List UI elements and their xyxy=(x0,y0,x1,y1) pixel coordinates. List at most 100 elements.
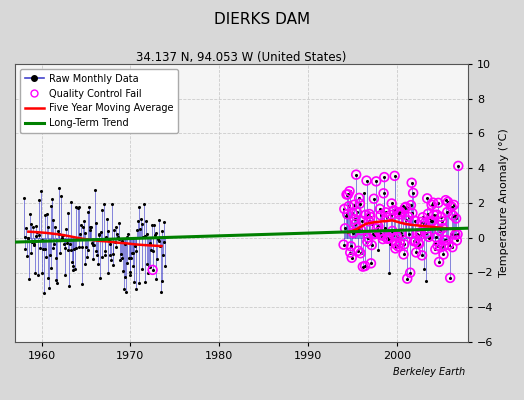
Point xyxy=(356,200,364,207)
Point xyxy=(342,191,351,198)
Point xyxy=(143,260,151,267)
Point xyxy=(155,238,163,244)
Point xyxy=(21,234,29,240)
Point xyxy=(354,248,363,254)
Point xyxy=(451,212,459,218)
Point xyxy=(341,225,350,232)
Point xyxy=(406,270,414,276)
Point xyxy=(52,277,61,284)
Point xyxy=(442,237,451,243)
Point xyxy=(355,195,363,201)
Point xyxy=(149,248,158,254)
Point xyxy=(429,200,438,206)
Point xyxy=(79,224,88,230)
Point xyxy=(441,237,449,244)
Point xyxy=(41,246,50,252)
Point xyxy=(406,270,414,276)
Point xyxy=(434,200,442,206)
Point xyxy=(366,214,375,220)
Point xyxy=(145,263,153,270)
Point xyxy=(367,260,375,266)
Point xyxy=(59,232,67,238)
Point xyxy=(134,203,143,210)
Point xyxy=(409,190,417,196)
Point xyxy=(73,236,81,242)
Point xyxy=(100,200,108,207)
Point xyxy=(77,222,85,228)
Point xyxy=(435,259,443,265)
Point xyxy=(104,270,113,276)
Point xyxy=(439,251,447,258)
Point xyxy=(38,270,47,276)
Point xyxy=(141,233,149,239)
Point xyxy=(53,280,61,286)
Point xyxy=(417,219,425,225)
Point xyxy=(351,221,359,227)
Point xyxy=(117,254,126,261)
Point xyxy=(58,235,67,242)
Point xyxy=(414,240,422,246)
Point xyxy=(135,280,144,286)
Point xyxy=(99,237,107,244)
Point xyxy=(362,178,370,184)
Point xyxy=(342,191,351,198)
Point xyxy=(388,200,396,207)
Point xyxy=(438,218,446,224)
Point xyxy=(358,218,366,224)
Point xyxy=(453,237,461,244)
Point xyxy=(395,211,403,218)
Point xyxy=(75,244,83,250)
Point xyxy=(30,241,38,248)
Point xyxy=(351,216,359,222)
Point xyxy=(389,232,397,238)
Point xyxy=(349,230,357,236)
Point xyxy=(376,206,384,212)
Point xyxy=(392,242,400,248)
Point xyxy=(413,230,421,237)
Point xyxy=(436,244,445,250)
Point xyxy=(62,240,71,246)
Point xyxy=(152,229,160,236)
Point xyxy=(158,228,167,235)
Point xyxy=(427,218,435,224)
Point xyxy=(400,241,409,248)
Point xyxy=(397,230,406,236)
Point xyxy=(448,244,456,250)
Point xyxy=(444,242,453,248)
Point xyxy=(91,187,99,194)
Point xyxy=(130,279,138,286)
Point xyxy=(350,202,358,208)
Point xyxy=(413,230,421,237)
Point xyxy=(403,276,411,282)
Point xyxy=(396,209,405,215)
Point xyxy=(387,212,395,218)
Point xyxy=(353,209,361,215)
Point xyxy=(51,224,59,230)
Point xyxy=(420,220,429,227)
Point xyxy=(390,173,399,179)
Point xyxy=(36,245,45,251)
Point xyxy=(148,267,157,273)
Point xyxy=(433,212,441,218)
Point xyxy=(373,225,381,232)
Point xyxy=(447,204,456,210)
Point xyxy=(49,244,57,251)
Point xyxy=(394,243,402,250)
Point xyxy=(374,247,382,253)
Point xyxy=(344,191,352,198)
Point xyxy=(349,230,357,236)
Point xyxy=(56,250,64,256)
Point xyxy=(157,289,165,295)
Point xyxy=(107,256,115,263)
Point xyxy=(361,263,369,269)
Point xyxy=(118,237,126,244)
Point xyxy=(379,236,387,242)
Point xyxy=(346,249,354,256)
Point xyxy=(20,246,29,252)
Point xyxy=(124,231,133,238)
Point xyxy=(374,223,383,230)
Point xyxy=(354,224,362,231)
Point xyxy=(407,202,415,208)
Point xyxy=(111,239,119,245)
Point xyxy=(40,212,49,218)
